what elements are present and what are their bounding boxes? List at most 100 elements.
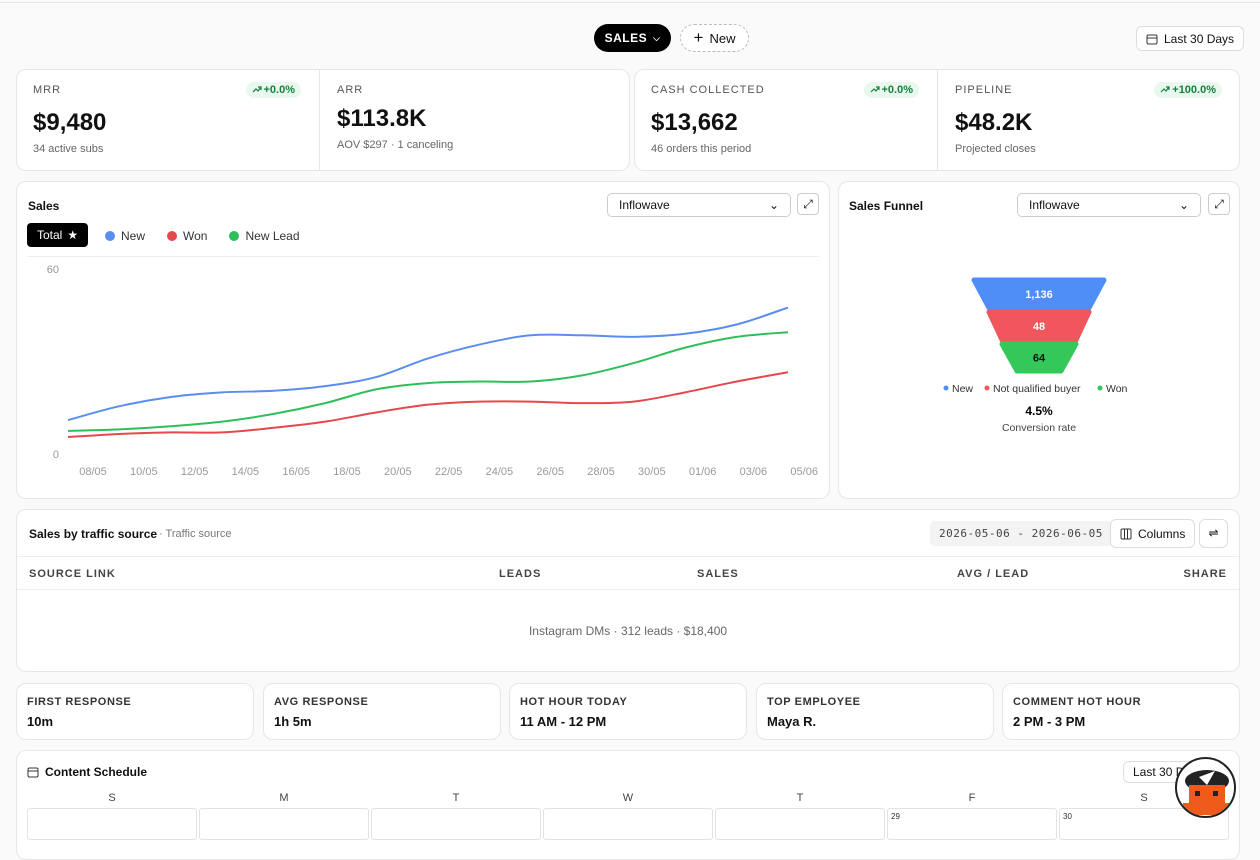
- y-tick-label: 60: [47, 264, 59, 276]
- funnel-stage: [971, 277, 1107, 311]
- legend-swatch: [943, 385, 949, 391]
- kpi-value: $9,480: [33, 109, 107, 136]
- column-header: SALES: [697, 568, 739, 580]
- expand-button[interactable]: ⤢: [797, 193, 819, 215]
- day-cell: [371, 808, 541, 840]
- range-button[interactable]: Last 30 Days: [1136, 26, 1245, 51]
- trend-icon: [1160, 86, 1170, 93]
- kpi-sub: AOV $297 · 1 canceling: [337, 139, 454, 151]
- kpi-badge: +100.0%: [1154, 82, 1222, 98]
- badge-text: +0.0%: [263, 84, 296, 96]
- metric-card: TOP EMPLOYEE Maya R.: [756, 683, 994, 740]
- legend-swatch: [1097, 385, 1103, 391]
- weekday-label: T: [452, 792, 460, 804]
- kpi-label: CASH COLLECTED: [651, 84, 765, 96]
- x-tick-label: 08/05: [79, 466, 107, 478]
- chevron: ⌄: [768, 198, 779, 212]
- traffic-card: Sales by traffic source · Traffic source…: [16, 509, 1240, 672]
- metric-value: 11 AM - 12 PM: [520, 714, 607, 729]
- x-tick-label: 18/05: [333, 466, 361, 478]
- legend-item: New Lead: [229, 229, 300, 243]
- chart-separator: [27, 256, 819, 257]
- expand-button[interactable]: ⤢: [1208, 193, 1230, 215]
- kpi-value: $48.2K: [955, 109, 1033, 136]
- tab-label: Total: [37, 228, 63, 242]
- metric-value: 10m: [27, 714, 54, 729]
- day-number: 29: [891, 812, 900, 821]
- kpi-label: ARR: [337, 84, 364, 96]
- funnel-card: Sales Funnel Inflowave ⌄ ⤢ 1,136 48 64 New No…: [838, 181, 1240, 499]
- calendar-icon: [27, 767, 39, 778]
- filter-button[interactable]: ⇌: [1199, 519, 1228, 548]
- x-tick-label: 03/06: [740, 466, 768, 478]
- kpi-value: $13,662: [651, 109, 738, 136]
- legend-label: Won: [1106, 383, 1128, 395]
- x-tick-label: 20/05: [384, 466, 412, 478]
- funnel-chart: 1,136 48 64 New Not qualified buyer Won 4.5% Co…: [943, 277, 1128, 434]
- metric-value: Maya R.: [767, 714, 817, 729]
- total-tab[interactable]: Total ★: [27, 223, 89, 247]
- schedule-card: Content Schedule Last 30 Days S M T W T F 29 S 3…: [16, 750, 1240, 860]
- day-cell: 29: [887, 808, 1057, 840]
- x-tick-label: 05/06: [790, 466, 818, 478]
- kpi-label: MRR: [33, 84, 62, 96]
- conversion-label: Conversion rate: [1002, 422, 1076, 434]
- metric-label: FIRST RESPONSE: [27, 696, 132, 708]
- legend-swatch: [229, 231, 240, 241]
- kpi: MRR +0.0% $9,480 34 active subs: [16, 69, 319, 171]
- day-cell: [27, 808, 197, 840]
- table-title: Sales by traffic source: [29, 527, 158, 541]
- series-line: [67, 306, 789, 422]
- chart-title: Sales: [28, 199, 60, 213]
- column-header: AVG / LEAD: [957, 568, 1030, 580]
- menu-button[interactable]: SALES ⌵: [594, 24, 671, 52]
- kpi-label: PIPELINE: [955, 84, 1013, 96]
- trend-icon: [870, 86, 880, 93]
- assistant-avatar[interactable]: [1175, 757, 1236, 818]
- weekday-label: W: [622, 792, 634, 804]
- metric-card: AVG RESPONSE 1h 5m: [263, 683, 501, 740]
- day-cell: 30: [1059, 808, 1229, 840]
- y-tick-label: 0: [53, 449, 59, 461]
- day-number: 30: [1063, 812, 1072, 821]
- empty-text: Instagram DMs · 312 leads · $18,400: [528, 624, 728, 638]
- x-tick-label: 01/06: [689, 466, 717, 478]
- column-header: SHARE: [1183, 568, 1227, 580]
- legend-item: New: [105, 229, 145, 243]
- columns-button[interactable]: Columns: [1110, 519, 1196, 548]
- metric-card: FIRST RESPONSE 10m: [16, 683, 254, 740]
- legend-label: Not qualified buyer: [993, 383, 1081, 395]
- series-line: [67, 331, 789, 432]
- top-border: [0, 2, 1260, 3]
- conversion-value: 4.5%: [1025, 404, 1053, 418]
- kpi: ARR $113.8K AOV $297 · 1 canceling: [319, 69, 630, 171]
- kpi-badge: +0.0%: [245, 82, 301, 98]
- metric-card: HOT HOUR TODAY 11 AM - 12 PM: [509, 683, 747, 740]
- weekday-label: S: [108, 792, 116, 804]
- row-line: [17, 589, 1239, 590]
- kpi: CASH COLLECTED +0.0% $13,662 46 orders this…: [634, 69, 937, 171]
- x-tick-label: 30/05: [638, 466, 666, 478]
- sales-card: Sales Inflowave ⌄ ⤢ Total ★ New Won New Lead…: [16, 181, 830, 499]
- funnel-value: 64: [1033, 353, 1046, 365]
- calendar-icon: [1146, 34, 1158, 44]
- weekday-label: M: [279, 792, 289, 804]
- column-header: SOURCE LINK: [29, 568, 116, 580]
- date-range: 2026-05-06 - 2026-06-05: [930, 521, 1112, 546]
- kpi-sub: 34 active subs: [33, 143, 104, 155]
- column-header: LEADS: [499, 568, 542, 580]
- series-line: [67, 371, 789, 439]
- range-label: Last 30 Days: [1164, 31, 1235, 46]
- kpi-group: [16, 69, 630, 171]
- legend-item: Won: [167, 229, 207, 243]
- metric-label: HOT HOUR TODAY: [520, 696, 628, 708]
- kpi-sub: 46 orders this period: [651, 143, 752, 155]
- funnel-select[interactable]: Inflowave ⌄: [1017, 193, 1201, 217]
- sales-select[interactable]: Inflowave ⌄: [607, 193, 791, 217]
- weekday-label: S: [1140, 792, 1148, 804]
- day-cell: [715, 808, 885, 840]
- star-icon: ★: [67, 228, 79, 242]
- kpi-value: $113.8K: [337, 105, 427, 132]
- funnel-stage: [986, 309, 1092, 343]
- new-button[interactable]: + New: [680, 24, 749, 52]
